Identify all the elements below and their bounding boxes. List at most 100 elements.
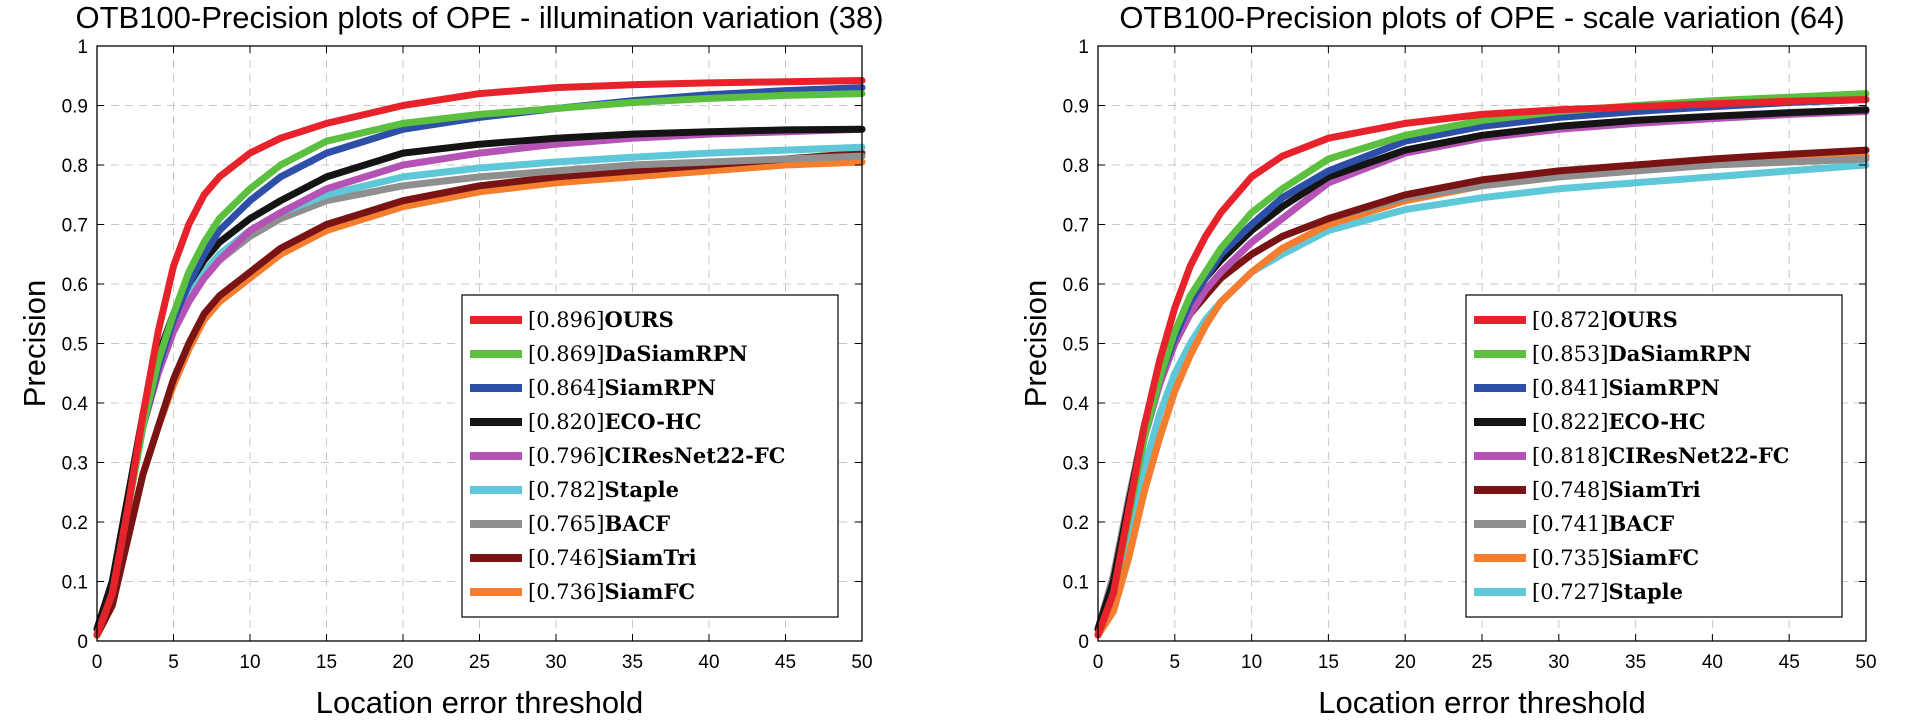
legend-item: [0.741]BACF	[1474, 511, 1674, 536]
x-tick-label: 20	[1395, 652, 1416, 673]
x-tick-label: 15	[316, 652, 337, 673]
legend-score: [0.822]	[1532, 410, 1609, 434]
legend-score: [0.872]	[1532, 308, 1609, 332]
legend-label: [0.864]SiamRPN	[528, 375, 716, 400]
y-tick-label: 0.7	[1063, 216, 1089, 237]
legend-item: [0.820]ECO-HC	[470, 409, 702, 434]
legend-box	[461, 294, 839, 618]
legend-tracker-name: BACF	[605, 511, 671, 536]
y-axis-label: Precision	[17, 280, 52, 408]
legend-label: [0.853]DaSiamRPN	[1532, 341, 1752, 366]
x-axis-label: Location error threshold	[316, 685, 643, 720]
x-axis-label: Location error threshold	[1318, 685, 1645, 720]
legend-score: [0.864]	[528, 376, 605, 400]
chart-title: OTB100-Precision plots of OPE - scale va…	[1119, 0, 1844, 35]
legend-label: [0.896]OURS	[528, 307, 674, 332]
y-tick-label: 0	[77, 632, 88, 653]
y-tick-label: 0.9	[62, 97, 88, 118]
y-tick-label: 0.3	[62, 454, 88, 475]
x-tick-label: 0	[92, 652, 103, 673]
y-tick-label: 1	[1078, 37, 1089, 58]
x-tick-label: 35	[1625, 652, 1646, 673]
legend-tracker-name: SiamTri	[605, 545, 697, 570]
x-tick-label: 0	[1093, 652, 1104, 673]
x-tick-label: 40	[698, 652, 719, 673]
y-tick-label: 0.5	[1063, 335, 1089, 356]
y-axis-label: Precision	[1018, 280, 1053, 408]
legend-item: [0.864]SiamRPN	[470, 375, 716, 400]
legend-score: [0.735]	[1532, 546, 1609, 570]
legend-score: [0.796]	[528, 444, 605, 468]
legend-box	[1465, 294, 1843, 618]
legend-score: [0.746]	[528, 546, 605, 570]
legend-score: [0.896]	[528, 308, 605, 332]
legend-item: [0.765]BACF	[470, 511, 670, 536]
x-tick-label: 30	[1548, 652, 1569, 673]
x-tick-label: 45	[775, 652, 796, 673]
legend-tracker-name: BACF	[1609, 511, 1675, 536]
legend-tracker-name: OURS	[1609, 307, 1678, 332]
legend-score: [0.741]	[1532, 512, 1609, 536]
y-tick-label: 0.4	[62, 394, 89, 415]
y-tick-label: 0.2	[1063, 513, 1089, 534]
legend-score: [0.869]	[528, 342, 605, 366]
legend-item: [0.735]SiamFC	[1474, 545, 1699, 570]
legend-item: [0.746]SiamTri	[470, 545, 697, 570]
legend-tracker-name: SiamRPN	[605, 375, 716, 400]
legend-tracker-name: OURS	[605, 307, 674, 332]
x-tick-label: 5	[168, 652, 179, 673]
legend-tracker-name: ECO-HC	[1609, 409, 1706, 434]
x-tick-label: 30	[545, 652, 566, 673]
x-tick-label: 5	[1170, 652, 1181, 673]
x-tick-label: 35	[622, 652, 643, 673]
y-tick-label: 0.9	[1063, 97, 1089, 118]
legend-item: [0.869]DaSiamRPN	[470, 341, 748, 366]
y-tick-label: 0.6	[62, 275, 88, 296]
legend-tracker-name: CIResNet22-FC	[605, 443, 786, 468]
x-tick-label: 10	[1241, 652, 1262, 673]
legend-tracker-name: ECO-HC	[605, 409, 702, 434]
legend-score: [0.727]	[1532, 580, 1609, 604]
legend-label: [0.869]DaSiamRPN	[528, 341, 748, 366]
legend-item: [0.748]SiamTri	[1474, 477, 1701, 502]
legend-label: [0.841]SiamRPN	[1532, 375, 1720, 400]
legend-label: [0.748]SiamTri	[1532, 477, 1701, 502]
legend-label: [0.782]Staple	[528, 477, 679, 502]
legend-item: [0.796]CIResNet22-FC	[470, 443, 786, 468]
legend-tracker-name: Staple	[605, 477, 680, 502]
legend-label: [0.820]ECO-HC	[528, 409, 702, 434]
y-tick-label: 0.5	[62, 335, 88, 356]
legend-score: [0.736]	[528, 580, 605, 604]
x-tick-label: 15	[1318, 652, 1339, 673]
y-tick-label: 0	[1078, 632, 1089, 653]
legend-item: [0.727]Staple	[1474, 579, 1683, 604]
legend-label: [0.822]ECO-HC	[1532, 409, 1706, 434]
legend-label: [0.796]CIResNet22-FC	[528, 443, 786, 468]
legend-label: [0.741]BACF	[1532, 511, 1674, 536]
legend-tracker-name: SiamRPN	[1609, 375, 1720, 400]
series-line-ours	[93, 77, 866, 639]
legend-item: [0.896]OURS	[470, 307, 674, 332]
y-tick-label: 0.8	[1063, 156, 1089, 177]
y-tick-label: 0.3	[1063, 454, 1089, 475]
x-tick-label: 25	[469, 652, 490, 673]
chart-2: 0 5 10 15 20 25 30 35 40 45 50 0 0.1 0.2 0.3 0.4 0.5 0.6 0…	[1018, 0, 1877, 720]
x-tick-label: 50	[1855, 652, 1876, 673]
legend-score: [0.841]	[1532, 376, 1609, 400]
legend-item: [0.818]CIResNet22-FC	[1474, 443, 1790, 468]
x-tick-label: 25	[1471, 652, 1492, 673]
y-tick-label: 0.6	[1063, 275, 1089, 296]
legend-score: [0.853]	[1532, 342, 1609, 366]
chart-title: OTB100-Precision plots of OPE - illumina…	[75, 0, 883, 35]
x-tick-label: 50	[851, 652, 872, 673]
legend-label: [0.736]SiamFC	[528, 579, 695, 604]
legend-item: [0.872]OURS	[1474, 307, 1678, 332]
legend-label: [0.735]SiamFC	[1532, 545, 1699, 570]
legend-tracker-name: DaSiamRPN	[1609, 341, 1752, 366]
y-tick-label: 0.8	[62, 156, 88, 177]
legend-score: [0.782]	[528, 478, 605, 502]
legend-item: [0.736]SiamFC	[470, 579, 695, 604]
legend-item: [0.841]SiamRPN	[1474, 375, 1720, 400]
legend-tracker-name: DaSiamRPN	[605, 341, 748, 366]
legend-item: [0.853]DaSiamRPN	[1474, 341, 1752, 366]
